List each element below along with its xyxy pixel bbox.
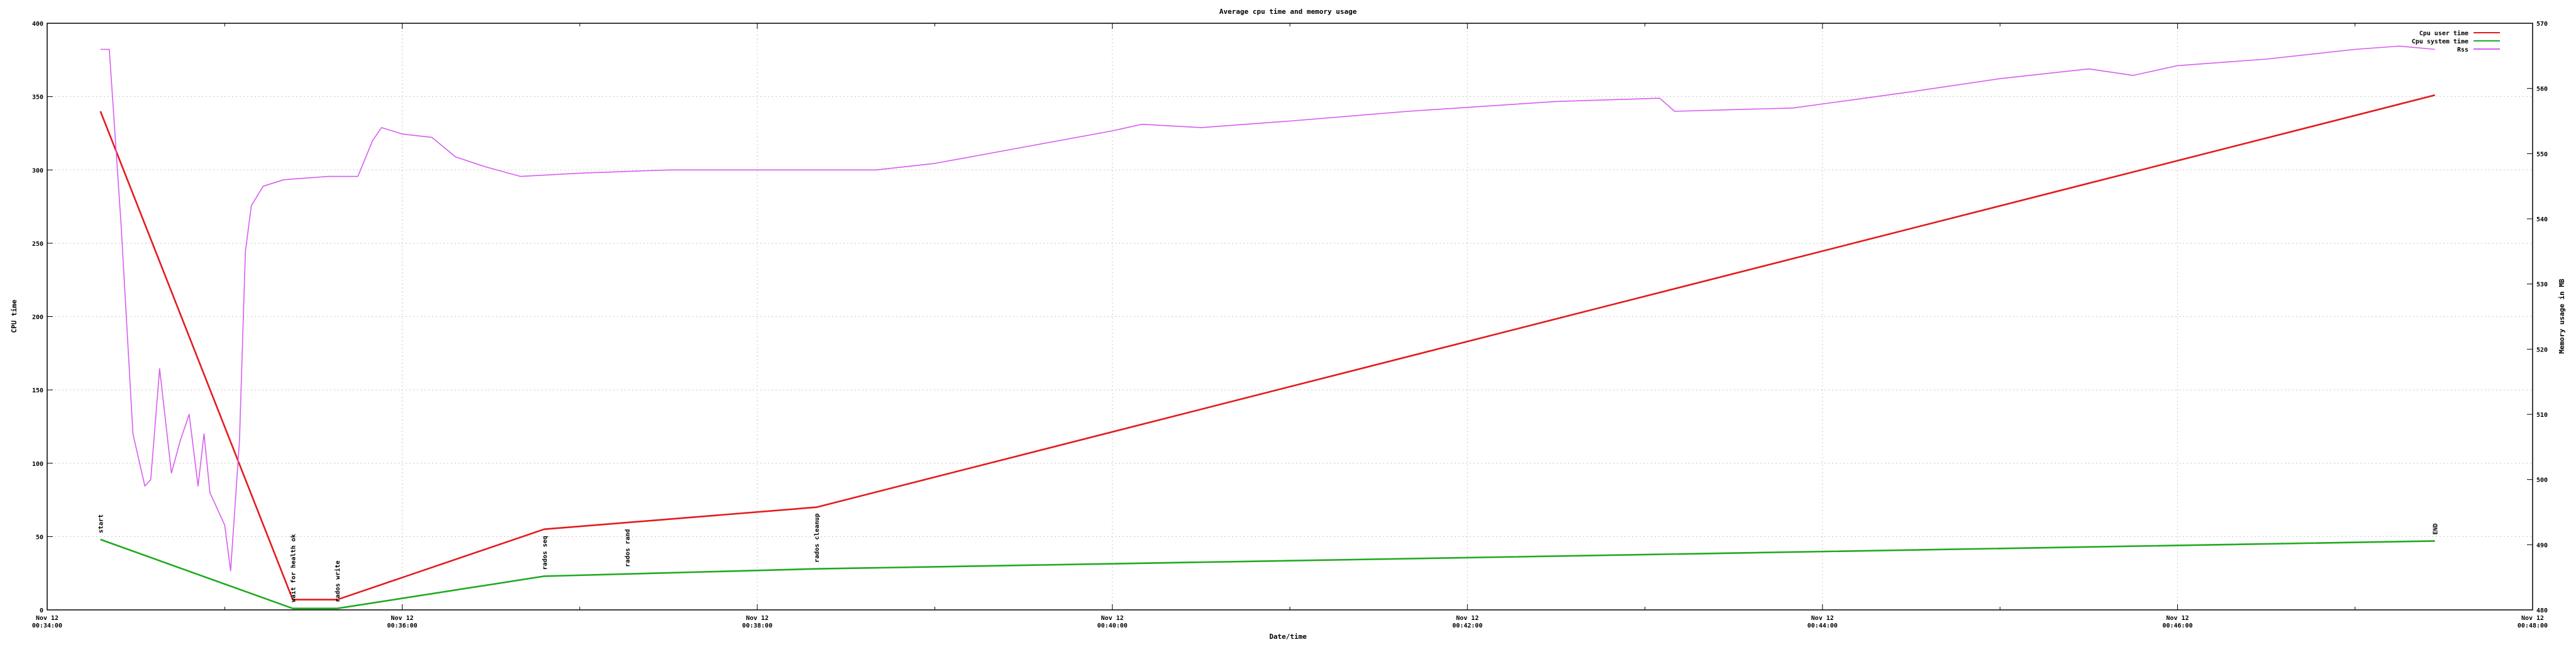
y-tick-label: 0 bbox=[40, 607, 43, 614]
annotation-label: start bbox=[98, 514, 105, 533]
chart-title: Average cpu time and memory usage bbox=[1219, 8, 1357, 16]
y2-tick-label: 550 bbox=[2536, 151, 2548, 158]
y2-tick-label: 530 bbox=[2536, 282, 2548, 289]
annotation-label: rados write bbox=[334, 560, 341, 602]
y-tick-label: 350 bbox=[32, 94, 43, 101]
x-tick-label-time: 00:46:00 bbox=[2162, 622, 2192, 629]
y-tick-label: 50 bbox=[36, 534, 43, 541]
grid-lines bbox=[47, 23, 2533, 610]
series-line-cpu-system-time bbox=[100, 538, 2435, 610]
y2-tick-label: 540 bbox=[2536, 216, 2548, 223]
y2-tick-label: 480 bbox=[2536, 607, 2548, 614]
y2-tick-label: 490 bbox=[2536, 542, 2548, 549]
x-axis-label: Date/time bbox=[1269, 633, 1307, 641]
annotation-label: rados rand bbox=[625, 529, 631, 567]
series-lines bbox=[99, 45, 2436, 610]
y-tick-label: 250 bbox=[32, 241, 43, 248]
y2-tick-label: 560 bbox=[2536, 86, 2548, 93]
x-tick-label-time: 00:34:00 bbox=[32, 622, 62, 629]
legend-label-cpu-user-time: Cpu user time bbox=[2419, 30, 2468, 37]
annotation-label: END bbox=[2433, 523, 2440, 534]
y2-tick-label: 500 bbox=[2536, 477, 2548, 484]
legend-label-cpu-system-time: Cpu system time bbox=[2412, 38, 2468, 45]
series-line-rss bbox=[100, 45, 2435, 572]
x-tick-label-date: Nov 12 bbox=[1456, 615, 1479, 622]
x-tick-label-time: 00:36:00 bbox=[387, 622, 417, 629]
y2-tick-label: 570 bbox=[2536, 21, 2548, 28]
y-tick-label: 400 bbox=[32, 21, 43, 28]
x-tick-label-date: Nov 12 bbox=[2166, 615, 2189, 622]
y2-tick-label: 510 bbox=[2536, 412, 2548, 419]
event-annotations: start wait for health ok rados write rados … bbox=[98, 513, 2440, 602]
x-tick-label-date: Nov 12 bbox=[2521, 615, 2544, 622]
x-tick-label-time: 00:48:00 bbox=[2518, 622, 2548, 629]
y-tick-label: 100 bbox=[32, 461, 43, 468]
x-tick-label-time: 00:38:00 bbox=[742, 622, 772, 629]
y-tick-label: 200 bbox=[32, 314, 43, 321]
annotation-label: wait for health ok bbox=[290, 534, 297, 602]
legend-label-rss: Rss bbox=[2457, 47, 2468, 53]
x-tick-label-time: 00:42:00 bbox=[1452, 622, 1482, 629]
y2-tick-label: 520 bbox=[2536, 346, 2548, 353]
y-tick-label: 300 bbox=[32, 167, 43, 174]
x-tick-label-date: Nov 12 bbox=[1811, 615, 1834, 622]
annotation-label: rados seq bbox=[541, 536, 548, 570]
x-tick-label-date: Nov 12 bbox=[746, 615, 769, 622]
x-tick-label-date: Nov 12 bbox=[1101, 615, 1124, 622]
y-tick-label: 150 bbox=[32, 387, 43, 394]
x-tick-label-time: 00:44:00 bbox=[1807, 622, 1838, 629]
annotation-label: rados cleanup bbox=[814, 513, 821, 562]
y-axis-label: CPU time bbox=[10, 299, 18, 333]
x-tick-label-date: Nov 12 bbox=[391, 615, 414, 622]
y2-axis-label: Memory usage in MB bbox=[2558, 279, 2566, 354]
series-line-cpu-user-time bbox=[99, 94, 2436, 601]
x-tick-label-date: Nov 12 bbox=[36, 615, 58, 622]
x-tick-label-time: 00:40:00 bbox=[1097, 622, 1128, 629]
